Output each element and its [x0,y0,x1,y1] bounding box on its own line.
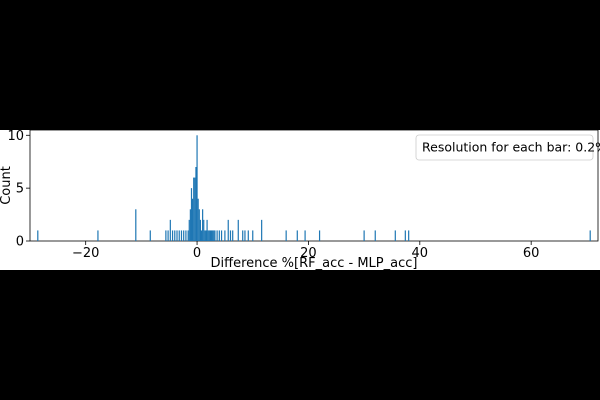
x-axis-ticks: −20 0 20 40 60 [72,241,539,261]
histogram-bar [589,230,591,241]
histogram-bar [214,230,216,241]
histogram-bar [216,230,218,241]
histogram-bar [218,230,220,241]
x-axis-label: Difference %[RF_acc - MLP_acc] [211,256,418,270]
histogram-bar [205,230,207,241]
legend-annotation: Resolution for each bar: 0.2% [422,140,600,155]
legend-frame [415,134,594,161]
histogram-bar [204,230,206,241]
histogram-bar [187,230,189,241]
histogram-bar [209,230,212,241]
histogram-bar [176,230,178,241]
histogram-bar [194,177,196,241]
x-tick-label: −20 [72,246,99,261]
x-tick-label: 20 [300,246,317,261]
histogram-bar [304,230,306,241]
y-axis-label: Count [0,166,14,205]
histogram-bar [227,219,229,241]
histogram-bar [408,230,410,241]
histogram-bar [178,230,180,241]
histogram-bar [210,230,213,241]
histogram-bar [207,230,209,241]
histogram-bar [171,230,174,241]
y-tick-label: 5 [16,182,24,197]
chart-panel: −20 0 20 40 60 0 5 10 Difference %[RF_acc - ML… [0,130,600,270]
histogram-bar [232,230,234,241]
histogram-bar [188,219,190,241]
histogram-bar [174,230,176,241]
histogram-bar [197,198,199,241]
histogram-bar [244,230,246,241]
histogram-bar [190,188,193,241]
histogram-bar [199,219,201,241]
histogram-bar [237,219,239,241]
histogram-chart: −20 0 20 40 60 0 5 10 Difference %[RF_acc - ML… [0,130,600,270]
histogram-bar [149,230,151,241]
histogram-bar [208,230,210,241]
histogram-bar [212,230,214,241]
histogram-bar [363,230,365,241]
x-tick-label: 0 [193,246,201,261]
bars-group [37,135,591,241]
histogram-bar [135,209,137,241]
histogram-bar [296,230,298,241]
histogram-bar [189,209,191,241]
histogram-bar [167,230,169,241]
histogram-bar [213,230,215,241]
histogram-bar [242,230,244,241]
histogram-bar [203,219,205,241]
y-axis-ticks: 0 5 10 [7,130,30,250]
histogram-bar [206,219,208,241]
legend-box: Resolution for each bar: 0.2% [415,134,600,161]
histogram-bar [195,167,197,241]
histogram-bar [261,219,263,241]
histogram-bar [200,230,203,241]
plot-area-frame [29,130,599,242]
histogram-bar [169,219,171,241]
histogram-bar [180,230,183,241]
histogram-bar [198,209,200,241]
x-tick-label: 40 [412,246,429,261]
histogram-bar [165,230,167,241]
histogram-bar [193,177,195,241]
histogram-bar [185,230,187,241]
histogram-bar [252,230,254,241]
x-tick-label: 60 [523,246,540,261]
histogram-bar [196,135,198,241]
histogram-bar [247,230,249,241]
histogram-bar [97,230,99,241]
histogram-bar [202,209,204,241]
histogram-bar [37,230,39,241]
histogram-bar [220,230,223,241]
histogram-bar [394,230,396,241]
histogram-bar [285,230,287,241]
histogram-bar [192,198,194,241]
y-tick-label: 10 [7,130,24,144]
histogram-bar [183,230,185,241]
histogram-bar [374,230,376,241]
histogram-bar [404,230,406,241]
histogram-bar [224,230,226,241]
histogram-bar [318,230,321,241]
histogram-bar [229,230,232,241]
y-tick-label: 0 [16,235,24,250]
